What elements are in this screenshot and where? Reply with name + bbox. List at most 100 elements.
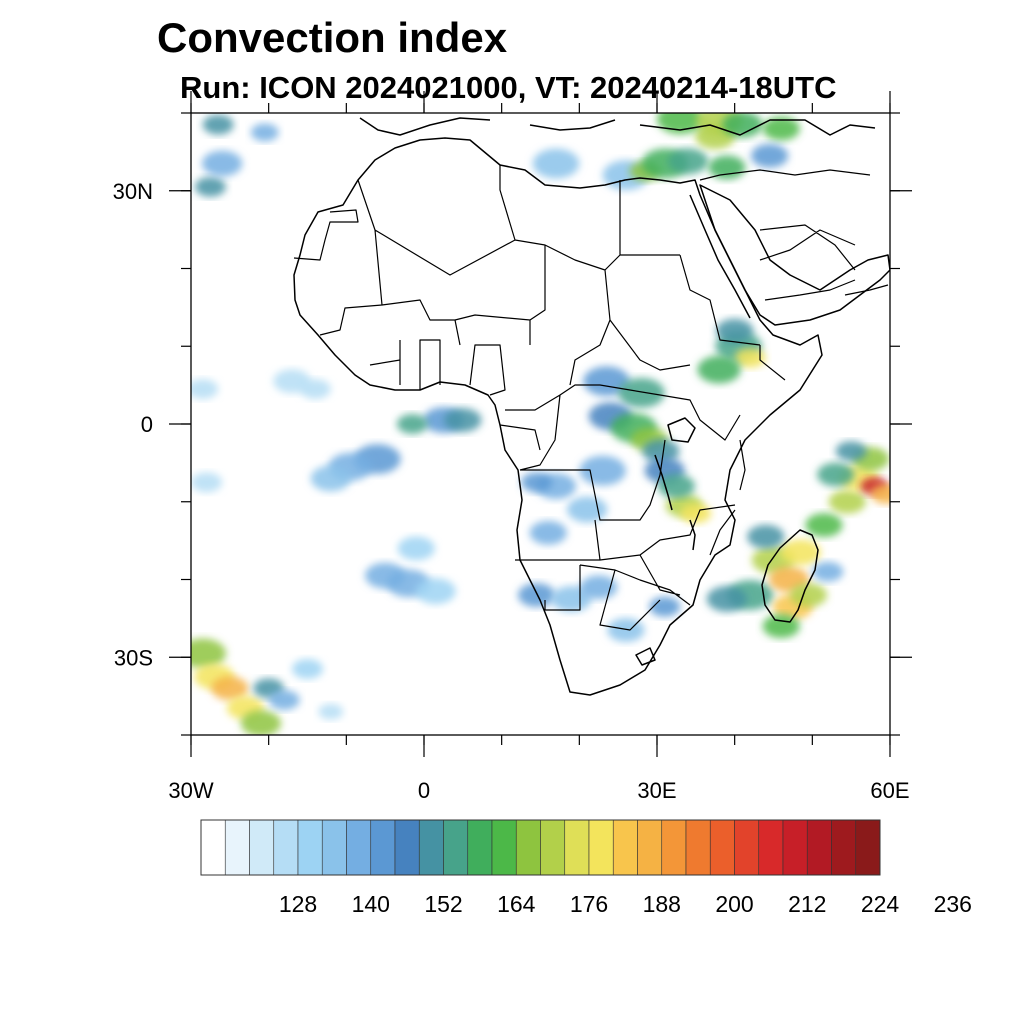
colorbar-swatch: [200, 819, 226, 876]
field-cell: [680, 503, 712, 524]
coastlines-borders: [293, 117, 890, 696]
plot-frame: [190, 112, 891, 736]
colorbar-swatch: [661, 819, 687, 876]
colorbar-swatch: [855, 819, 881, 876]
colorbar-label: 212: [788, 891, 826, 917]
field-cell: [202, 114, 234, 135]
convection-field: [191, 113, 890, 735]
colorbar-swatch: [249, 819, 275, 876]
axis-tick-labels: 30W 0 30E 60E 30N 0 30S: [113, 179, 910, 803]
field-cell: [580, 575, 618, 600]
colorbar-swatch: [515, 819, 541, 876]
field-cell: [706, 586, 748, 612]
colorbar-swatch: [491, 819, 517, 876]
field-cell: [415, 578, 456, 605]
colorbar-swatch: [370, 819, 396, 876]
field-cell: [812, 561, 844, 582]
field-cell: [299, 379, 331, 399]
field-cell: [240, 710, 282, 735]
field-cell: [780, 539, 821, 566]
colorbar-swatch: [588, 819, 614, 876]
field-cell: [201, 150, 243, 177]
field-cell: [310, 465, 351, 492]
field-cell: [191, 379, 219, 399]
field-cell: [789, 583, 828, 607]
field-cell: [396, 414, 428, 434]
field-cell: [397, 536, 435, 561]
lesotho: [635, 647, 656, 666]
field-cell: [828, 489, 866, 514]
field-cell: [444, 408, 482, 433]
field-cell: [618, 377, 665, 408]
x-tick-label: 30W: [168, 778, 213, 803]
colorbar-label: 224: [861, 891, 900, 917]
field-cell: [722, 113, 763, 138]
colorbar-swatch: [685, 819, 711, 876]
europe-coastline: [359, 117, 876, 136]
colorbar-label: 188: [643, 891, 681, 917]
field-cell: [551, 586, 592, 612]
field-cell: [708, 155, 746, 180]
y-tick-label: 30N: [113, 179, 153, 204]
colorbar-swatch: [346, 819, 372, 876]
colorbar-swatch: [224, 819, 250, 876]
field-cell: [697, 355, 741, 384]
colorbar-label: 164: [497, 891, 536, 917]
colorbar-label: 140: [352, 891, 390, 917]
field-cell: [521, 472, 553, 493]
colorbar-swatch: [612, 819, 638, 876]
x-tick-label: 0: [418, 778, 430, 803]
field-cell: [649, 596, 681, 617]
field-cell: [667, 148, 709, 175]
colorbar-swatch: [273, 819, 299, 876]
colorbar-label: 200: [715, 891, 753, 917]
colorbar-swatch: [467, 819, 493, 876]
lake-malawi: [689, 519, 696, 551]
colorbar-swatch: [418, 819, 444, 876]
colorbar-swatch: [709, 819, 735, 876]
madagascar-coastline: [761, 529, 819, 623]
chart-title: Convection index: [157, 14, 508, 61]
colorbar-swatch: [443, 819, 469, 876]
colorbar-swatch: [782, 819, 808, 876]
colorbar-label: 176: [570, 891, 608, 917]
lake-tanganyika: [654, 454, 673, 511]
colorbar-swatch: [297, 819, 323, 876]
field-cell: [566, 496, 608, 523]
colorbar: [200, 819, 881, 876]
y-tick-label: 30S: [114, 645, 153, 670]
arabian-peninsula-coastline: [699, 184, 890, 326]
field-cell: [268, 690, 300, 710]
country-borders: [293, 165, 889, 631]
field-cell: [816, 462, 855, 487]
field-cell: [291, 658, 324, 679]
colorbar-label: 236: [934, 891, 972, 917]
field-cell: [734, 347, 766, 368]
colorbar-swatch: [540, 819, 566, 876]
y-tick-label: 0: [141, 412, 153, 437]
colorbar-swatch: [321, 819, 347, 876]
colorbar-label: 152: [424, 891, 462, 917]
field-cell: [194, 176, 226, 197]
field-cell: [532, 148, 580, 179]
field-cell: [762, 116, 800, 141]
lake-victoria: [667, 417, 696, 443]
field-cell: [835, 441, 867, 462]
colorbar-swatch: [734, 819, 760, 876]
colorbar-swatch: [758, 819, 784, 876]
field-cell: [318, 703, 344, 720]
colorbar-swatch: [637, 819, 663, 876]
axis-ticks: [169, 91, 912, 757]
field-cell: [529, 520, 567, 545]
field-cell: [716, 318, 754, 343]
colorbar-swatch: [394, 819, 420, 876]
red-sea-coastline: [689, 194, 751, 319]
field-cell: [870, 484, 890, 504]
field-cell: [583, 366, 630, 397]
field-cell: [250, 123, 279, 142]
colorbar-frame: [200, 819, 881, 876]
colorbar-swatch: [564, 819, 590, 876]
x-tick-label: 30E: [637, 778, 676, 803]
field-cell: [642, 439, 680, 464]
